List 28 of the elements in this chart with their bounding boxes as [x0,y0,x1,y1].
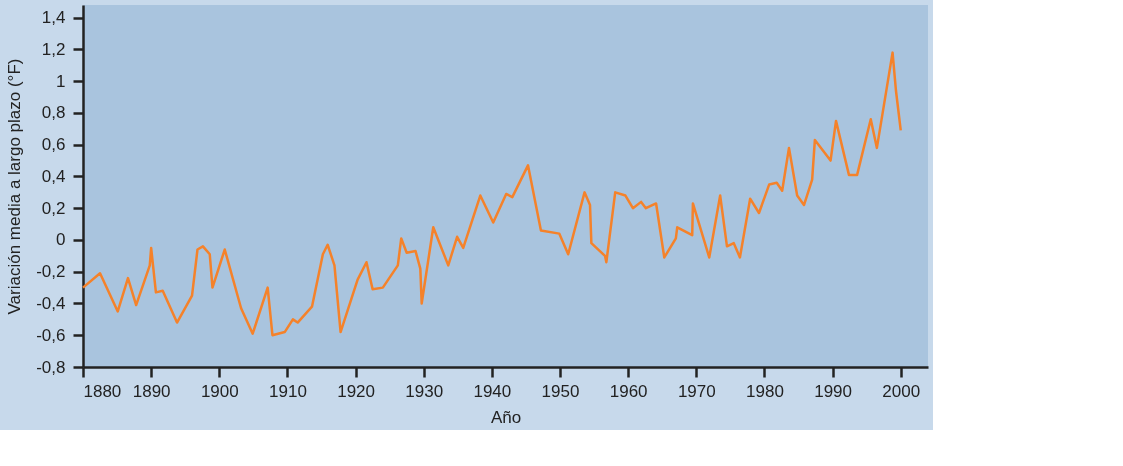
y-tick-label: 0,2 [41,198,66,218]
x-tick-label: 1980 [746,381,784,401]
x-tick-label: 1950 [541,381,580,401]
y-tick-label: -0,8 [36,357,66,377]
x-tick-label: 1900 [200,381,239,401]
x-tick-label: 1940 [473,381,512,401]
x-tick-label: 1960 [609,381,648,401]
y-tick-label: 0,6 [41,135,66,155]
y-tick-label: 0,4 [41,166,66,186]
y-tick-label: 0 [56,230,66,250]
y-axis-title: Variación media a largo plazo (°F) [5,58,25,315]
y-tick-label: 0,8 [41,103,66,123]
y-tick-label: 1,2 [41,39,66,59]
y-tick-label: 1 [56,71,66,91]
line-series [81,51,902,337]
x-tick-label: 1890 [132,381,171,401]
y-tick-label: -0,4 [36,293,66,313]
x-axis-title: Año [490,407,522,427]
x-tick-label: 1910 [269,381,307,401]
x-tick-label: 1930 [405,381,444,401]
y-tick-label: -0,2 [36,262,66,282]
x-tick-label: 2000 [882,381,921,401]
y-tick-label: 1,4 [41,8,66,28]
x-tick-label: 1990 [814,381,853,401]
x-tick-label: 1970 [677,381,716,401]
y-tick-label: -0,6 [36,325,66,345]
x-tick-label: 1920 [337,381,375,401]
x-tick-label: 1880 [83,381,122,401]
